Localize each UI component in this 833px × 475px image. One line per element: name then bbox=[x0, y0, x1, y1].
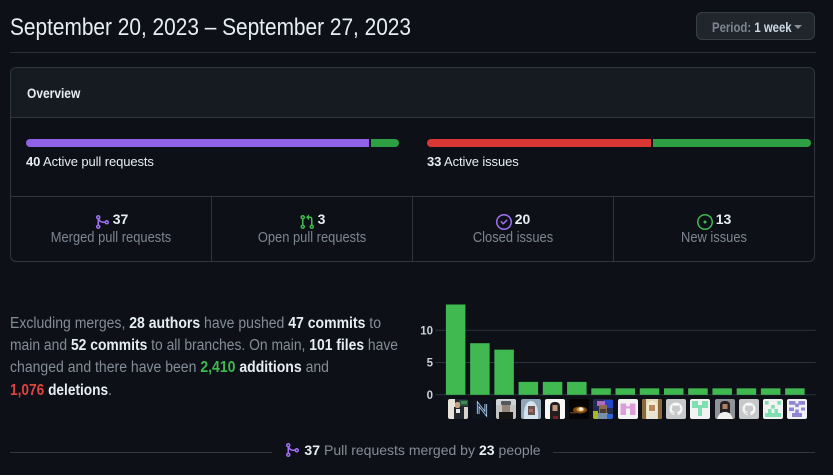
svg-text:10: 10 bbox=[420, 325, 433, 337]
svg-text:5: 5 bbox=[427, 358, 434, 370]
svg-text:0: 0 bbox=[427, 390, 433, 402]
